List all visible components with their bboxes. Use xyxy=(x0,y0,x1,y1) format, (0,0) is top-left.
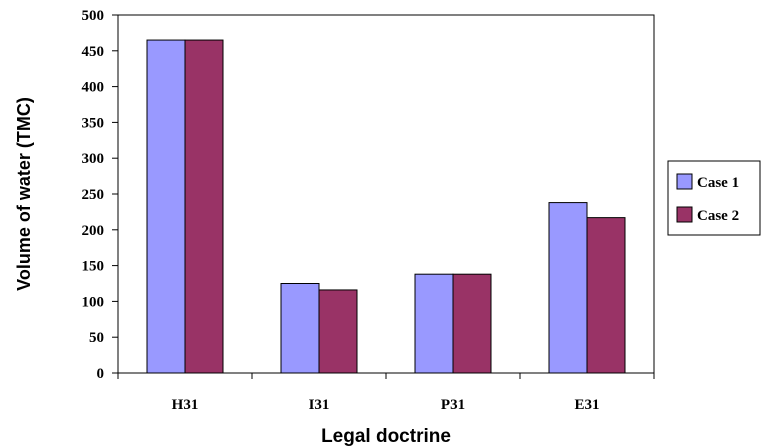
y-tick-label: 0 xyxy=(97,366,105,382)
y-tick-label: 250 xyxy=(82,187,105,203)
y-tick-label: 50 xyxy=(89,330,104,346)
legend-swatch xyxy=(676,173,693,190)
bar-case-1-i31 xyxy=(280,283,320,374)
bar-case-1-h31 xyxy=(146,39,186,374)
y-tick-label: 450 xyxy=(82,44,105,60)
y-tick-label: 100 xyxy=(82,294,105,310)
legend-box xyxy=(667,160,761,236)
legend: Case 1 Case 2 xyxy=(667,160,761,236)
y-tick-label: 200 xyxy=(82,223,105,239)
y-tick-label: 350 xyxy=(82,115,105,131)
bar-case-2-e31 xyxy=(586,217,626,374)
y-tick-label: 300 xyxy=(82,151,105,167)
x-axis: H31 I31 P31 E31 xyxy=(117,373,655,413)
bar-case-2-p31 xyxy=(452,273,492,374)
legend-label: Case 1 xyxy=(697,175,739,191)
y-tick-label: 150 xyxy=(82,259,105,275)
bar-case-1-p31 xyxy=(414,273,454,374)
x-tick-label: I31 xyxy=(309,397,330,413)
legend-swatch xyxy=(676,206,693,223)
bar-case-2-i31 xyxy=(318,289,358,374)
x-tick-label: P31 xyxy=(441,397,465,413)
y-axis-title: Volume of water (TMC) xyxy=(14,97,34,291)
bars xyxy=(146,39,626,374)
legend-label: Case 2 xyxy=(697,208,739,224)
y-tick-label: 400 xyxy=(82,80,105,96)
x-axis-title: Legal doctrine xyxy=(321,426,451,447)
x-tick-label: E31 xyxy=(574,397,599,413)
y-axis: 0 50 100 150 200 250 300 350 400 450 500 xyxy=(82,8,118,382)
x-tick-label: H31 xyxy=(172,397,199,413)
bar-case-2-h31 xyxy=(184,39,224,374)
bar-case-1-e31 xyxy=(548,202,588,374)
y-tick-label: 500 xyxy=(82,8,105,24)
